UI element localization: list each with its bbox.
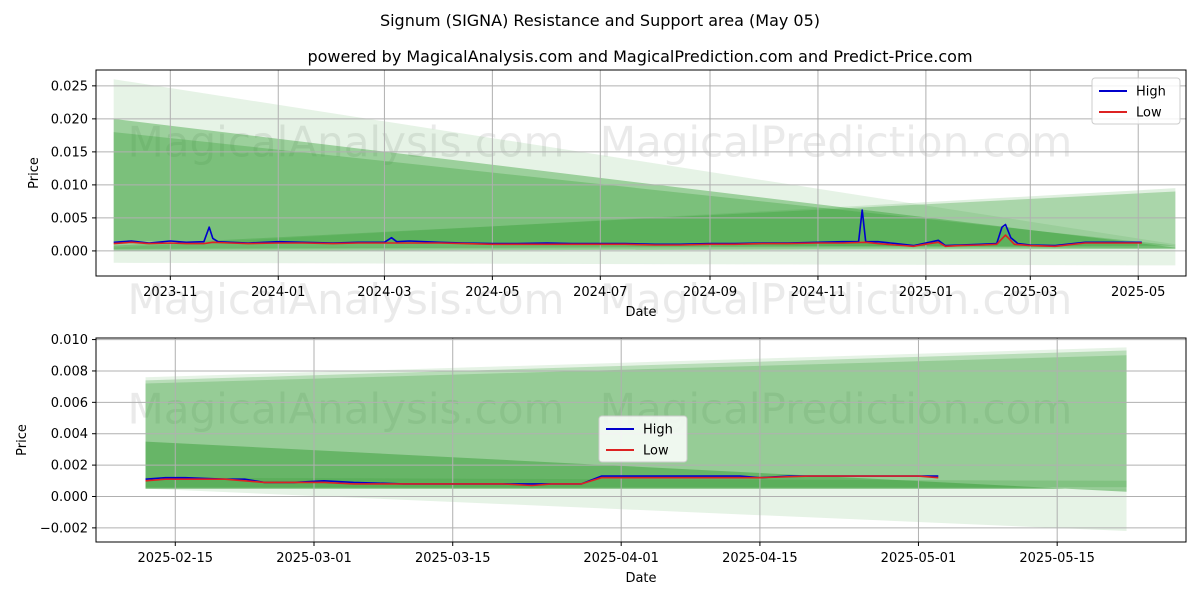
watermark-lower-1: MagicalAnalysis.com	[128, 275, 565, 324]
x-tick-label: 2025-05-15	[1019, 551, 1095, 566]
legend-label-high: High	[643, 423, 673, 438]
band-4	[145, 441, 1127, 492]
bottom-panel: MagicalAnalysis.com MagicalPrediction.com…	[15, 333, 1187, 586]
legend-label-low: Low	[1136, 106, 1162, 121]
y-tick-label: 0.002	[51, 459, 88, 474]
series-line-low	[145, 475, 939, 487]
watermark-2: MagicalPrediction.com	[600, 118, 1073, 167]
y-tick-label: 0.006	[51, 396, 88, 411]
legend-label-low: Low	[643, 444, 669, 459]
x-tick-label: 2025-05-01	[881, 551, 957, 566]
band-5	[145, 477, 1127, 488]
legend: High Low	[598, 415, 688, 463]
y-tick-label: 0.020	[51, 112, 88, 127]
chart-subtitle: powered by MagicalAnalysis.com and Magic…	[307, 47, 972, 66]
support-resistance-bands	[113, 79, 1176, 266]
x-tick-label: 2025-03-01	[276, 551, 352, 566]
band-4	[113, 191, 1176, 249]
legend: High Low	[1091, 77, 1181, 125]
series-line-low	[113, 234, 1142, 248]
watermark-1: MagicalAnalysis.com	[128, 118, 565, 167]
band-5	[113, 188, 1176, 250]
y-tick-label: 0.000	[51, 244, 88, 259]
watermark-1: MagicalAnalysis.com	[128, 385, 565, 434]
x-tick-label: 2025-03-15	[415, 551, 491, 566]
y-tick-label: 0.025	[51, 79, 88, 94]
band-3	[113, 132, 1176, 249]
x-axis-label: Date	[625, 571, 656, 586]
x-tick-label: 2025-04-01	[583, 551, 659, 566]
y-tick-label: 0.015	[51, 145, 88, 160]
watermark-lower-2: MagicalPrediction.com	[600, 275, 1073, 324]
grid-lines	[96, 338, 1186, 542]
x-tick-label: 2024-09	[683, 285, 737, 300]
series-lines	[113, 209, 1142, 248]
y-axis-label: Price	[15, 424, 30, 456]
legend-label-high: High	[1136, 85, 1166, 100]
y-tick-label: −0.002	[40, 521, 88, 536]
x-tick-label: 2024-11	[791, 285, 845, 300]
top-panel: MagicalAnalysis.com MagicalPrediction.com…	[27, 69, 1187, 324]
x-tick-label: 2024-07	[573, 285, 627, 300]
series-lines	[145, 475, 939, 487]
x-axis-label: Date	[625, 305, 656, 320]
x-tick-label: 2024-03	[357, 285, 411, 300]
x-tick-label: 2025-03	[1003, 285, 1057, 300]
y-tick-label: 0.005	[51, 211, 88, 226]
chart-title: Signum (SIGNA) Resistance and Support ar…	[380, 11, 820, 30]
axes-frame	[95, 337, 1187, 543]
y-tick-label: 0.010	[51, 178, 88, 193]
axes-frame	[95, 69, 1187, 277]
x-tick-label: 2025-04-15	[722, 551, 798, 566]
x-tick-label: 2025-01	[899, 285, 953, 300]
y-tick-label: 0.008	[51, 364, 88, 379]
y-axis-label: Price	[27, 157, 42, 189]
x-tick-label: 2024-05	[465, 285, 519, 300]
y-tick-label: 0.004	[51, 427, 88, 442]
band-1	[113, 79, 1176, 266]
y-tick-label: 0.010	[51, 333, 88, 348]
x-tick-label: 2024-01	[251, 285, 305, 300]
y-tick-label: 0.000	[51, 490, 88, 505]
x-tick-label: 2023-11	[143, 285, 197, 300]
x-tick-label: 2025-05	[1111, 285, 1165, 300]
x-tick-label: 2025-02-15	[137, 551, 213, 566]
